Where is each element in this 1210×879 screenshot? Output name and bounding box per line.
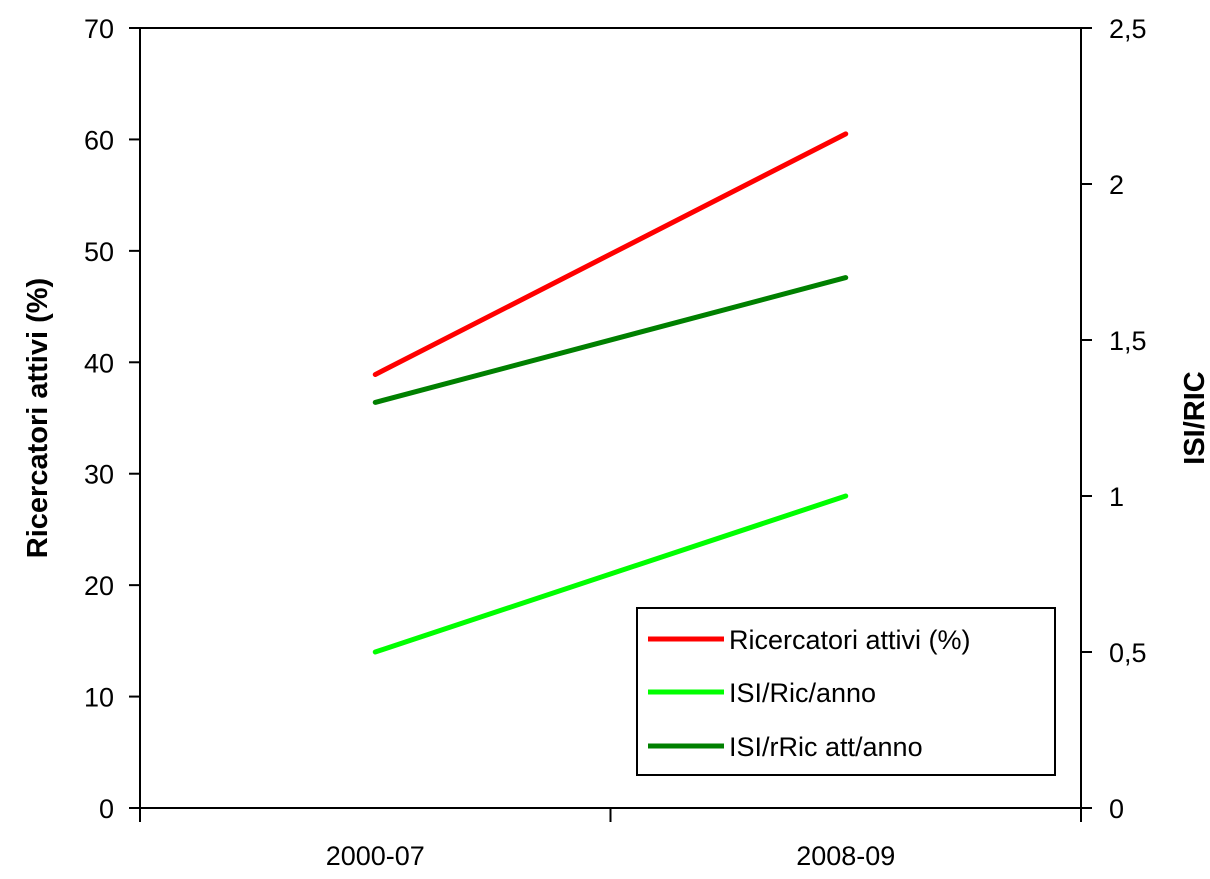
right-tick-label: 1,5 [1109,326,1147,356]
right-axis-ticks: 0 0,5 1 1,5 2 2,5 [1081,14,1147,824]
right-tick-label: 2,5 [1109,14,1147,44]
legend-label-ricercatori: Ricercatori attivi (%) [729,625,971,655]
left-tick-label: 50 [84,237,114,267]
left-tick-label: 70 [84,14,114,44]
left-axis-title: Ricercatori attivi (%) [22,278,54,558]
right-tick-label: 0,5 [1109,638,1147,668]
left-axis-ticks: 0 10 20 30 40 50 60 70 [84,14,140,824]
x-tick-label: 2008-09 [796,841,895,871]
left-tick-label: 0 [99,794,114,824]
right-tick-label: 0 [1109,794,1124,824]
left-tick-label: 20 [84,571,114,601]
legend-label-isi-ric-anno: ISI/Ric/anno [729,678,876,708]
series-line-2 [372,275,849,405]
left-tick-label: 30 [84,460,114,490]
right-axis-title: ISI/RIC [1179,371,1210,465]
left-tick-label: 60 [84,125,114,155]
x-tick-label: 2000-07 [326,841,425,871]
left-tick-label: 10 [84,683,114,713]
x-axis-ticks: 2000-07 2008-09 [139,808,1082,871]
series-line-0 [372,131,849,378]
left-tick-label: 40 [84,348,114,378]
right-tick-label: 2 [1109,170,1124,200]
right-tick-label: 1 [1109,482,1124,512]
legend-label-isi-rric-att-anno: ISI/rRic att/anno [729,732,923,762]
series-line-1 [372,493,849,655]
series-lines [372,131,849,655]
legend: Ricercatori attivi (%) ISI/Ric/anno ISI/… [636,607,1056,776]
